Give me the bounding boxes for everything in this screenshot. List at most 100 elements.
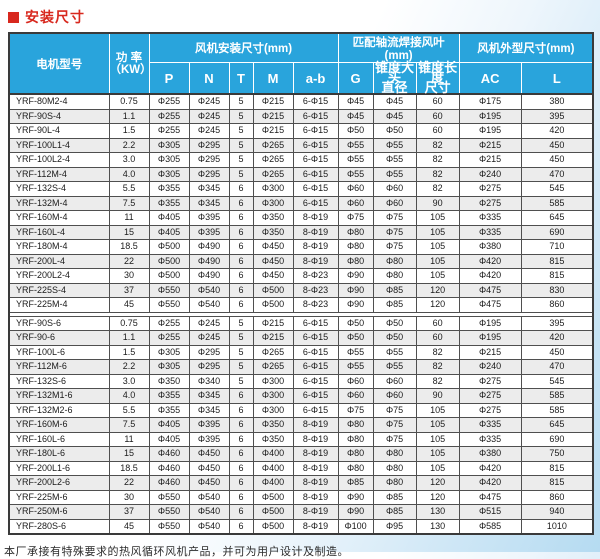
value-cell: 6 (228, 402, 254, 418)
value-cell: 6 (228, 417, 254, 433)
table-row: YRF-225S-4 37 Φ550 Φ540 6 Φ500 8-Φ23 Φ90 Φ85 120 Φ… (8, 282, 594, 298)
value-cell: 30 (108, 268, 150, 284)
value-cell: Φ300 (252, 195, 294, 211)
value-cell: Φ45 (372, 108, 417, 124)
table-row: YRF-160L-6 11 Φ405 Φ395 6 Φ350 8-Φ19 Φ80 Φ75 105 Φ… (8, 431, 594, 447)
value-cell: Φ60 (372, 181, 417, 197)
value-cell: Φ335 (458, 417, 522, 433)
value-cell: Φ55 (337, 359, 374, 375)
value-cell: 90 (415, 195, 460, 211)
model-cell: YRF-200L2-4 (8, 268, 110, 284)
value-cell: 130 (415, 504, 460, 520)
value-cell: Φ300 (252, 388, 294, 404)
value-cell: Φ90 (337, 297, 374, 313)
model-cell: YRF-160M-6 (8, 417, 110, 433)
col-header-g: G (337, 62, 374, 95)
value-cell: 120 (415, 297, 460, 313)
value-cell: 6 (228, 268, 254, 284)
value-cell: Φ350 (252, 210, 294, 226)
value-cell: Φ245 (188, 330, 230, 346)
value-cell: Φ275 (458, 388, 522, 404)
value-cell: 690 (520, 224, 594, 240)
value-cell: 6 (228, 518, 254, 535)
value-cell: Φ395 (188, 210, 230, 226)
value-cell: Φ405 (148, 417, 190, 433)
value-cell: Φ405 (148, 431, 190, 447)
value-cell: Φ405 (148, 224, 190, 240)
value-cell: 18.5 (108, 239, 150, 255)
value-cell: Φ335 (458, 210, 522, 226)
model-cell: YRF-132S-4 (8, 181, 110, 197)
table-row: YRF-200L2-4 30 Φ500 Φ490 6 Φ450 8-Φ23 Φ90 Φ80 105… (8, 268, 594, 284)
value-cell: Φ355 (148, 195, 190, 211)
group-header-install: 风机安装尺寸(mm) (148, 32, 339, 63)
value-cell: Φ275 (458, 195, 522, 211)
value-cell: 470 (520, 166, 594, 182)
value-cell: 450 (520, 152, 594, 168)
table-header: 电机型号 功 率 （KW） 风机安装尺寸(mm) 匹配轴流焊接风叶(mm) 风机… (8, 32, 594, 95)
table-row: YRF-225M-6 30 Φ550 Φ540 6 Φ500 8-Φ19 Φ90 Φ85 120 Φ… (8, 489, 594, 505)
value-cell: 8-Φ19 (292, 518, 339, 535)
value-cell: 8-Φ23 (292, 297, 339, 313)
table-row: YRF-225M-4 45 Φ550 Φ540 6 Φ500 8-Φ23 Φ90 Φ85 120 Φ… (8, 297, 594, 313)
value-cell: 5 (228, 93, 254, 110)
header-sub-row: P N T M a-b G 锥度大头 直径 锥度长度 尺寸 AC L (9, 61, 594, 95)
value-cell: 7.5 (108, 195, 150, 211)
value-cell: Φ245 (188, 108, 230, 124)
value-cell: Φ80 (337, 446, 374, 462)
value-cell: Φ55 (372, 344, 417, 360)
value-cell: 1.5 (108, 344, 150, 360)
col-header-cone-length: 锥度长度 尺寸 (415, 61, 460, 95)
value-cell: Φ305 (148, 152, 190, 168)
value-cell: 6-Φ15 (292, 93, 339, 110)
value-cell: Φ80 (337, 239, 374, 255)
value-cell: Φ75 (337, 210, 374, 226)
model-cell: YRF-225M-4 (8, 297, 110, 313)
model-cell: YRF-112M-6 (8, 359, 110, 375)
value-cell: Φ255 (148, 315, 190, 331)
value-cell: Φ215 (252, 108, 294, 124)
value-cell: Φ75 (372, 417, 417, 433)
value-cell: Φ515 (458, 504, 522, 520)
value-cell: Φ420 (458, 460, 522, 476)
col-header-ac: AC (458, 62, 522, 95)
value-cell: 545 (520, 373, 594, 389)
value-cell: 18.5 (108, 460, 150, 476)
value-cell: Φ195 (458, 330, 522, 346)
value-cell: Φ540 (188, 297, 230, 313)
value-cell: 420 (520, 123, 594, 139)
value-cell: Φ395 (188, 431, 230, 447)
value-cell: Φ80 (372, 253, 417, 269)
model-cell: YRF-90-6 (8, 330, 110, 346)
group-header-blade: 匹配轴流焊接风叶(mm) (337, 32, 460, 63)
value-cell: 105 (415, 460, 460, 476)
value-cell: Φ90 (337, 282, 374, 298)
col-header-n: N (188, 62, 230, 95)
value-cell: Φ355 (148, 402, 190, 418)
value-cell: 450 (520, 344, 594, 360)
value-cell: 6-Φ15 (292, 181, 339, 197)
value-cell: Φ90 (337, 268, 374, 284)
value-cell: 82 (415, 152, 460, 168)
value-cell: Φ245 (188, 315, 230, 331)
value-cell: 1.1 (108, 108, 150, 124)
value-cell: Φ295 (188, 344, 230, 360)
value-cell: Φ500 (252, 282, 294, 298)
value-cell: 8-Φ23 (292, 268, 339, 284)
value-cell: Φ420 (458, 475, 522, 491)
table-row: YRF-160L-4 15 Φ405 Φ395 6 Φ350 8-Φ19 Φ80 Φ75 105 Φ… (8, 224, 594, 240)
value-cell: 8-Φ19 (292, 253, 339, 269)
value-cell: Φ245 (188, 93, 230, 110)
value-cell: 45 (108, 297, 150, 313)
value-cell: Φ500 (148, 239, 190, 255)
value-cell: 1.5 (108, 123, 150, 139)
value-cell: Φ475 (458, 297, 522, 313)
value-cell: 82 (415, 166, 460, 182)
section-marker-icon (8, 11, 19, 23)
value-cell: Φ75 (372, 224, 417, 240)
value-cell: Φ75 (372, 210, 417, 226)
header-group-row: 电机型号 功 率 （KW） 风机安装尺寸(mm) 匹配轴流焊接风叶(mm) 风机… (8, 32, 594, 95)
model-cell: YRF-132S-6 (8, 373, 110, 389)
value-cell: 6 (228, 282, 254, 298)
value-cell: Φ550 (148, 282, 190, 298)
